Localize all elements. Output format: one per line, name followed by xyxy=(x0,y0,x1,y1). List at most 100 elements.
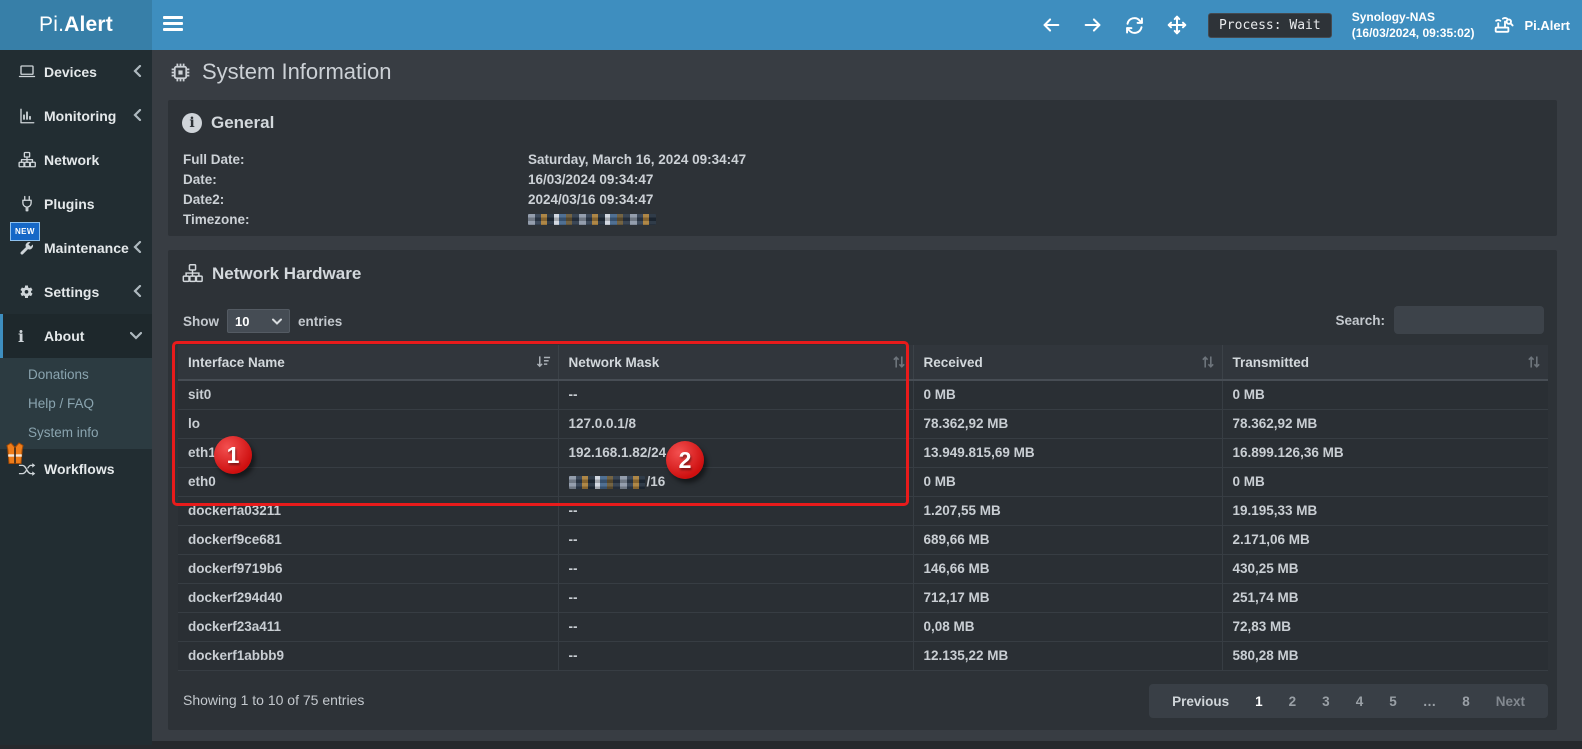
submenu-item-donations[interactable]: Donations xyxy=(28,367,89,382)
pagination-page-3[interactable]: 3 xyxy=(1322,693,1330,709)
pagination-page-8[interactable]: 8 xyxy=(1462,693,1470,709)
mask-cell: 192.168.1.82/24 xyxy=(558,438,914,468)
move-icon[interactable] xyxy=(1166,14,1188,36)
sidebar-item-devices[interactable]: Devices xyxy=(0,50,152,94)
sidebar-item-label: Maintenance xyxy=(44,240,129,256)
column-header-transmitted[interactable]: Transmitted xyxy=(1222,345,1548,381)
pagination-page-4[interactable]: 4 xyxy=(1355,693,1364,709)
sidebar-item-about[interactable]: i About xyxy=(0,314,152,358)
column-header-received[interactable]: Received xyxy=(913,345,1223,381)
sidebar-item-maintenance[interactable]: Maintenance xyxy=(0,226,152,270)
table-row[interactable]: dockerf9ce681 -- 689,66 MB 2.171,06 MB xyxy=(178,525,1548,555)
search-control: Search: xyxy=(1335,306,1544,334)
table-row[interactable]: dockerf294d40 -- 712,17 MB 251,74 MB xyxy=(178,583,1548,613)
network-hardware-table: Interface Name Network Mask xyxy=(178,345,1548,671)
mask-cell: /16 xyxy=(558,467,914,497)
topbar: Pi.Alert Process: Wait Synology-NAS (16/… xyxy=(0,0,1582,50)
sort-both-icon xyxy=(1527,355,1541,372)
page-title: System Information xyxy=(168,59,392,85)
circle-info-icon: i xyxy=(182,113,202,133)
search-input[interactable] xyxy=(1394,306,1544,334)
general-field-timezone: Timezone: xyxy=(183,210,1543,230)
received-cell: 78.362,92 MB xyxy=(913,409,1223,439)
interface-cell: dockerf9719b6 xyxy=(178,554,559,584)
date2-value: 2024/03/16 09:34:47 xyxy=(528,192,654,207)
mask-cell: -- xyxy=(558,554,914,584)
pagination-page-2[interactable]: 2 xyxy=(1288,693,1297,709)
process-status-badge: Process: Wait xyxy=(1207,12,1332,38)
general-fields: Full Date: Saturday, March 16, 2024 09:3… xyxy=(183,150,1543,230)
sidebar-item-label: Devices xyxy=(44,64,97,80)
topbar-app-name: Pi.Alert xyxy=(1524,17,1570,33)
sidebar-item-workflows[interactable]: Workflows xyxy=(0,449,152,489)
showing-entries-text: Showing 1 to 10 of 75 entries xyxy=(183,692,365,708)
entries-label: entries xyxy=(298,313,343,329)
network-table-body: sit0 -- 0 MB 0 MB lo 127.0.0.1/8 78.362,92 MB 7… xyxy=(178,380,1548,671)
logo-text: Pi.Alert xyxy=(39,13,113,36)
search-label: Search: xyxy=(1335,312,1385,328)
window-edge xyxy=(0,741,1582,745)
page-size-select[interactable]: 10 xyxy=(227,309,290,333)
sidebar-toggle-icon[interactable] xyxy=(163,16,183,34)
table-row[interactable]: dockerfa03211 -- 1.207,55 MB 19.195,33 MB xyxy=(178,496,1548,526)
received-cell: 0,08 MB xyxy=(913,612,1223,642)
sort-both-icon xyxy=(892,355,906,372)
pagination-page-1[interactable]: 1 xyxy=(1255,693,1263,709)
general-field-date: Date: 16/03/2024 09:34:47 xyxy=(183,170,1543,190)
refresh-icon[interactable] xyxy=(1124,14,1146,36)
column-header-network-mask[interactable]: Network Mask xyxy=(558,345,914,381)
sidebar-item-network[interactable]: Network xyxy=(0,138,152,182)
mask-cell: -- xyxy=(558,612,914,642)
network-hardware-header: Network Hardware xyxy=(168,250,1557,284)
pagination-previous[interactable]: Previous xyxy=(1172,693,1230,709)
sidebar-item-settings[interactable]: Settings xyxy=(0,270,152,314)
table-row[interactable]: sit0 -- 0 MB 0 MB xyxy=(178,380,1548,410)
table-header-row: Interface Name Network Mask xyxy=(178,345,1548,381)
column-header-interface-name[interactable]: Interface Name xyxy=(178,345,559,381)
shuffle-icon xyxy=(18,462,44,477)
pagination-page-…[interactable]: … xyxy=(1422,693,1437,709)
nav-forward-icon[interactable] xyxy=(1082,14,1104,36)
sidebar-item-label: Settings xyxy=(44,284,100,300)
table-row[interactable]: eth0/16 0 MB 0 MB xyxy=(178,467,1548,497)
chevron-left-icon xyxy=(133,64,142,80)
sort-desc-icon xyxy=(536,355,551,372)
interface-cell: dockerf9ce681 xyxy=(178,525,559,555)
transmitted-cell: 251,74 MB xyxy=(1222,583,1548,613)
topbar-brand: Pi.Alert xyxy=(1494,14,1570,36)
table-row[interactable]: eth1 192.168.1.82/24 13.949.815,69 MB 16.89… xyxy=(178,438,1548,468)
received-cell: 0 MB xyxy=(913,380,1223,410)
transmitted-cell: 78.362,92 MB xyxy=(1222,409,1548,439)
general-field-date2: Date2: 2024/03/16 09:34:47 xyxy=(183,190,1543,210)
table-row[interactable]: lo 127.0.0.1/8 78.362,92 MB 78.362,92 MB xyxy=(178,409,1548,439)
general-panel: i General Full Date: Saturday, March 16,… xyxy=(168,100,1557,236)
host-info: Synology-NAS (16/03/2024, 09:35:02) xyxy=(1352,9,1475,41)
sidebar: Devices Monitoring Network Plugins xyxy=(0,50,152,745)
mask-cell: -- xyxy=(558,525,914,555)
transmitted-cell: 430,25 MB xyxy=(1222,554,1548,584)
sidebar-item-label: Plugins xyxy=(44,196,95,212)
app-logo[interactable]: Pi.Alert xyxy=(0,0,152,50)
interface-cell: dockerf1abbb9 xyxy=(178,641,559,671)
laptop-icon xyxy=(18,63,44,81)
pagination-page-5[interactable]: 5 xyxy=(1389,693,1397,709)
nav-back-icon[interactable] xyxy=(1040,14,1062,36)
table-row[interactable]: dockerf1abbb9 -- 12.135,22 MB 580,28 MB xyxy=(178,641,1548,671)
safety-vest-icon xyxy=(4,442,26,470)
date-value: 16/03/2024 09:34:47 xyxy=(528,172,654,187)
sidebar-item-plugins[interactable]: Plugins xyxy=(0,182,152,226)
sidebar-item-monitoring[interactable]: Monitoring xyxy=(0,94,152,138)
microchip-icon xyxy=(171,63,190,81)
network-hardware-title: Network Hardware xyxy=(212,263,362,283)
table-row[interactable]: dockerf9719b6 -- 146,66 MB 430,25 MB xyxy=(178,554,1548,584)
transmitted-cell: 2.171,06 MB xyxy=(1222,525,1548,555)
mask-cell: -- xyxy=(558,496,914,526)
table-row[interactable]: dockerf23a411 -- 0,08 MB 72,83 MB xyxy=(178,612,1548,642)
plug-icon xyxy=(18,195,44,213)
submenu-item-help-faq[interactable]: Help / FAQ xyxy=(28,396,95,411)
timezone-redacted-value xyxy=(528,214,656,225)
submenu-item-system-info[interactable]: System info xyxy=(28,425,99,440)
pagination-next[interactable]: Next xyxy=(1495,693,1525,709)
host-name: Synology-NAS xyxy=(1351,10,1436,24)
